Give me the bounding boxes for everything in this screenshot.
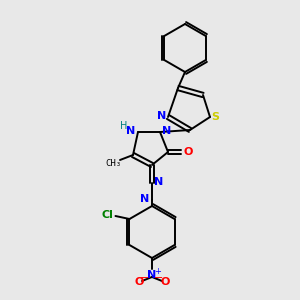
Text: H: H: [120, 121, 128, 131]
Text: CH₃: CH₃: [105, 160, 121, 169]
Text: N: N: [154, 177, 164, 187]
Text: O: O: [134, 277, 144, 287]
Text: Cl: Cl: [101, 210, 113, 220]
Text: S: S: [211, 112, 219, 122]
Text: N: N: [158, 111, 166, 121]
Text: N: N: [162, 126, 172, 136]
Text: N: N: [140, 194, 150, 204]
Text: O: O: [160, 277, 170, 287]
Text: −: −: [140, 273, 150, 283]
Text: O: O: [183, 147, 193, 157]
Text: N: N: [147, 270, 157, 280]
Text: N: N: [126, 126, 136, 136]
Text: +: +: [154, 266, 161, 275]
Text: −: −: [154, 273, 164, 283]
